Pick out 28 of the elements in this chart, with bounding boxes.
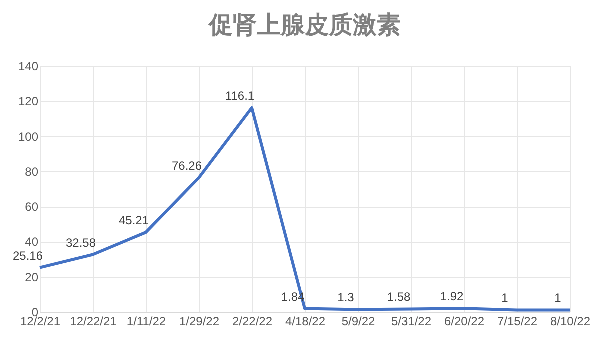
y-tick-label: 100 (18, 130, 39, 144)
data-label: 1 (502, 291, 509, 306)
y-tick-label: 60 (25, 200, 39, 214)
x-tick-label: 5/9/22 (342, 314, 376, 328)
data-label: 25.16 (12, 248, 44, 263)
y-tick-label: 80 (25, 164, 39, 179)
data-label: 32.58 (66, 236, 96, 250)
data-label: 1.58 (387, 290, 411, 304)
y-tick-label: 120 (18, 94, 39, 109)
data-label: 1.92 (440, 290, 464, 304)
x-tick-label: 12/22/21 (70, 314, 118, 328)
data-label: 45.21 (118, 214, 150, 228)
x-tick-label: 8/10/22 (550, 314, 591, 328)
data-label: 116.1 (225, 88, 255, 103)
y-tick-label: 140 (18, 60, 39, 74)
chart-title: 促肾上腺皮质激素 (208, 12, 401, 39)
data-label: 76.26 (172, 159, 202, 173)
x-tick-label: 1/29/22 (179, 314, 220, 328)
x-tick-label: 2/22/22 (232, 314, 273, 328)
x-tick-label: 5/31/22 (391, 314, 432, 328)
x-tick-label: 7/15/22 (497, 314, 538, 328)
x-tick-label: 1/11/22 (126, 314, 166, 328)
y-tick-label: 40 (25, 235, 39, 250)
data-label: 1.3 (338, 290, 355, 305)
x-tick-label: 6/20/22 (444, 314, 485, 328)
y-tick-label: 20 (25, 270, 39, 284)
data-label: 1 (554, 291, 562, 306)
x-tick-label: 4/18/22 (285, 314, 326, 328)
